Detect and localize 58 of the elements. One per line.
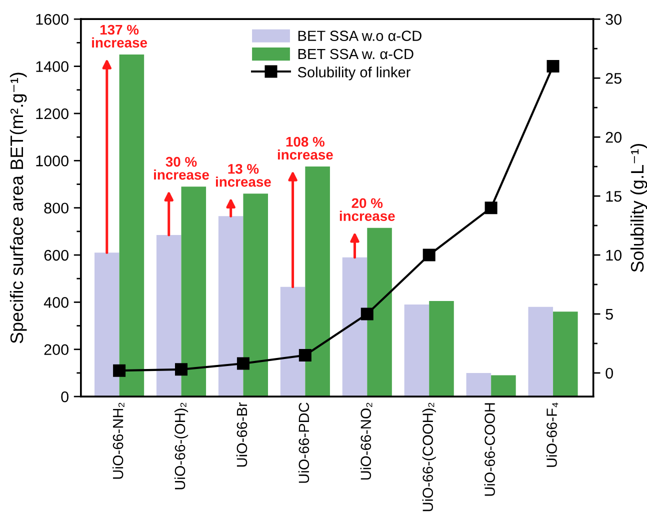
bar [218, 216, 244, 397]
y-tick-label: 0 [61, 391, 68, 402]
y2-axis-title: Solubility (g.L⁻¹) [630, 144, 647, 272]
point [175, 363, 188, 376]
x-tick-label: UiO-66-NH₂ [112, 402, 124, 479]
annotation: 30 % increase [154, 156, 209, 180]
y2-tick-label: 5 [606, 309, 613, 320]
y-tick-label: 1600 [36, 14, 68, 25]
point [113, 364, 126, 377]
x-tick-label: UiO-66-NO₂ [360, 402, 372, 480]
bar [367, 228, 392, 397]
legend-label: BET SSA w. α-CD [298, 48, 414, 60]
x-tick-label: UiO-66-Br [236, 402, 248, 467]
bar [243, 194, 268, 397]
y-axis-title: Specific surface area BET(m².g⁻¹) [10, 72, 27, 344]
annotation: 108 % increase [278, 136, 333, 160]
y-tick-label: 1200 [36, 108, 68, 120]
bar [156, 234, 182, 397]
point [360, 308, 374, 320]
y2-tick-label: 30 [606, 14, 622, 25]
bar [342, 257, 368, 397]
y2-tick-label: 10 [606, 250, 622, 261]
annotation: 137 % increase [92, 24, 148, 48]
x-tick-label: UiO-66-(OH)₂ [174, 402, 188, 490]
y2-tick-label: 25 [606, 72, 622, 84]
annotation: 13 % increase [216, 164, 271, 187]
x-tick-label: UiO-66-COOH [484, 403, 495, 496]
point [546, 60, 560, 73]
x-tick-label: UiO-66-PDC [298, 402, 310, 483]
bar [94, 252, 120, 397]
legend-label: Solubility of linker [298, 66, 410, 80]
legend-label: BET SSA w.o α-CD [298, 30, 422, 41]
bar [466, 372, 492, 397]
y2-tick-label: 20 [606, 132, 622, 143]
bar [280, 286, 306, 397]
bar [181, 186, 206, 397]
y2-tick-label: 0 [606, 368, 614, 379]
point [298, 349, 312, 362]
point [236, 357, 250, 370]
point [484, 202, 498, 214]
bar [119, 54, 144, 397]
bar [429, 301, 454, 397]
y2-tick-label: 15 [606, 191, 622, 202]
bar [305, 166, 330, 397]
y-tick-label: 600 [44, 250, 68, 261]
x-tick-label: UiO-66-(COOH)₂ [422, 402, 436, 512]
bar [491, 375, 516, 397]
point [422, 248, 436, 262]
y-tick-label: 1400 [36, 61, 68, 72]
y-tick-label: 800 [44, 202, 68, 214]
x-tick-label: UiO-66-F₄ [546, 402, 558, 467]
y-tick-label: 400 [44, 297, 68, 308]
annotation: 20 % increase [340, 198, 395, 221]
bar [404, 304, 430, 397]
y-tick-label: 1000 [36, 156, 68, 166]
bar [553, 312, 578, 397]
y-tick-label: 200 [44, 344, 68, 356]
bar [528, 306, 554, 397]
